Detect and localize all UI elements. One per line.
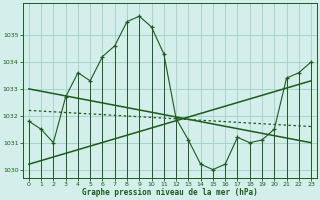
X-axis label: Graphe pression niveau de la mer (hPa): Graphe pression niveau de la mer (hPa) (82, 188, 258, 197)
